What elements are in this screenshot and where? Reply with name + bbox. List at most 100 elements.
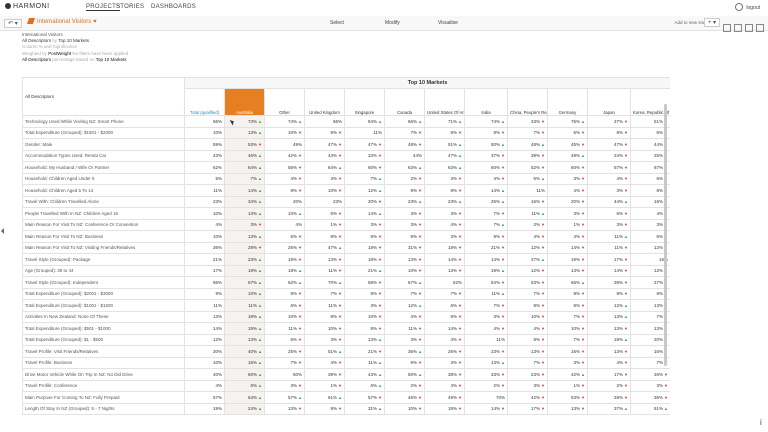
row-label[interactable]: Household: Children Aged 5 To 14	[22, 184, 185, 197]
row-label[interactable]: Total Expenditure (Grouped): $1 - $500	[22, 333, 185, 346]
row-label[interactable]: Household: Children Aged Under 5	[22, 172, 185, 185]
row-label[interactable]: Main Reason For Visit To NZ: Business	[22, 230, 185, 243]
column-header[interactable]: Singapore	[344, 88, 385, 116]
column-header[interactable]: Germany	[547, 88, 588, 116]
column-header[interactable]: Total (qualified)	[184, 88, 225, 116]
row-label[interactable]: Travel Style (Grouped): Package	[22, 253, 185, 266]
table-row[interactable]: People Travelled With In NZ: Children Ag…	[22, 207, 670, 220]
table-row[interactable]: Main Purpose For Coming To NZ: Fully Pre…	[22, 391, 670, 404]
table-row[interactable]: Household: Children Aged Under 5 5% 7%▲ 4%▼…	[22, 172, 670, 185]
table-row[interactable]: Household: My Husband / Wife Or Partner 6…	[22, 161, 670, 174]
table-cell: 60%▼	[344, 161, 385, 174]
table-row[interactable]: Length Of Stay In NZ (Grouped): 5 - 7 Ni…	[22, 402, 670, 415]
harmoni-logo[interactable]: HARMONI	[5, 3, 50, 10]
row-label[interactable]: Gender: Male	[22, 138, 185, 151]
column-header[interactable]: Other	[264, 88, 305, 116]
nav-projects[interactable]: PROJECTS	[86, 4, 121, 11]
table-row[interactable]: Travel With: Children Travelled Alone 23%…	[22, 195, 670, 208]
chart-icon[interactable]	[734, 24, 742, 32]
row-label[interactable]: Household: My Husband / Wife Or Partner	[22, 161, 185, 174]
table-row[interactable]: Technology Used While Visiting NZ: Smart…	[22, 115, 670, 128]
undo-button[interactable]: ↶ ▾	[4, 19, 22, 28]
table-row[interactable]: Travel Profile: Business 10% 16%▲ 7%▼ 4%▼ 11%…	[22, 356, 670, 369]
table-row[interactable]: Age (Grouped): 35 to 44 17% 19%▲ 18%▲ 11%▼ 21…	[22, 264, 670, 277]
table-row[interactable]: Activities In New Zealand: None Of These…	[22, 310, 670, 323]
row-label[interactable]: Drive Motor Vehicle While On Trip In NZ:…	[22, 368, 185, 381]
table-row[interactable]: Total Expenditure (Grouped): $1501 - $20…	[22, 126, 670, 139]
table-row[interactable]: Travel Style (Grouped): Independent 56% 67…	[22, 276, 670, 289]
nav-dashboards[interactable]: DASHBOARDS	[151, 4, 197, 10]
table-row[interactable]: Drive Motor Vehicle While On Trip In NZ:…	[22, 368, 670, 381]
table-cell: 46%▲	[224, 149, 265, 162]
heart-icon[interactable]: ♥	[92, 19, 97, 25]
significance-up-icon: ▲	[298, 118, 302, 124]
cell-value: 17%	[531, 406, 541, 412]
column-header[interactable]: India	[464, 88, 508, 116]
row-label[interactable]: Total Expenditure (Grouped): $501 - $100…	[22, 322, 185, 335]
nav-stories[interactable]: STORIES	[116, 4, 145, 10]
table-cell: 19%▲	[464, 264, 508, 277]
row-label[interactable]: Length Of Stay In NZ (Grouped): 5 - 7 Ni…	[22, 402, 185, 415]
table-row[interactable]: Travel Profile: Conference 4% 6%▲ 3%▼ 1%▼ 6%▲…	[22, 379, 670, 392]
all-descriptors-link[interactable]: All Descriptors	[22, 38, 52, 44]
table-row[interactable]: Travel Profile: Visit Friends/Relatives 3…	[22, 345, 670, 358]
table-row[interactable]: Total Expenditure (Grouped): $501 - $100…	[22, 322, 670, 335]
table-row[interactable]: Accommodation Types Used: Rental Car 43% 4…	[22, 149, 670, 162]
table-row[interactable]: Total Expenditure (Grouped): $1001 - $15…	[22, 299, 670, 312]
row-label[interactable]: Travel With: Children Travelled Alone	[22, 195, 185, 208]
row-label[interactable]: Total Expenditure (Grouped): $2001 - $30…	[22, 287, 185, 300]
row-label[interactable]: Travel Profile: Conference	[22, 379, 185, 392]
table-row[interactable]: Main Reason For Visit To NZ: Conference …	[22, 218, 670, 231]
column-header[interactable]: Australia	[224, 88, 265, 116]
export-icon[interactable]	[745, 24, 753, 32]
row-label[interactable]: Accommodation Types Used: Rental Car	[22, 149, 185, 162]
table-icon[interactable]	[723, 24, 731, 32]
column-header[interactable]: Canada	[384, 88, 425, 116]
help-icon[interactable]: i	[760, 418, 762, 427]
column-header[interactable]: United Kingdom	[304, 88, 345, 116]
row-label[interactable]: Travel Style (Grouped): Independent	[22, 276, 185, 289]
tab-select[interactable]: Select	[330, 20, 344, 26]
row-label[interactable]: Travel Profile: Business	[22, 356, 185, 369]
row-label[interactable]: Main Reason For Visit To NZ: Visiting Fr…	[22, 241, 185, 254]
table-row[interactable]: Main Reason For Visit To NZ: Business 10%…	[22, 230, 670, 243]
vertical-scrollbar[interactable]	[664, 104, 667, 366]
table-cell: 8%▼	[547, 299, 588, 312]
significance-up-icon: ▲	[624, 314, 628, 320]
tab-visualise[interactable]: Visualise	[438, 20, 458, 26]
row-label[interactable]: Main Reason For Visit To NZ: Conference …	[22, 218, 185, 231]
add-to-story-button[interactable]: Add to new story	[674, 20, 708, 25]
significance-down-icon: ▼	[338, 268, 342, 274]
column-header[interactable]: China, People's Republic Of	[507, 88, 548, 116]
tab-modify[interactable]: Modify	[385, 20, 400, 26]
panel-toggle-icon[interactable]	[1, 228, 4, 234]
table-cell: 31%▲	[344, 402, 385, 415]
table-row[interactable]: Gender: Male 59% 53%▼ 49% 47%▼ 47%▼ 48%▼ 51%▲ 50…	[22, 138, 670, 151]
row-label[interactable]: Technology Used While Visiting NZ: Smart…	[22, 115, 185, 128]
column-header[interactable]: United States Of America	[424, 88, 465, 116]
cell-value: 60%	[368, 164, 378, 170]
column-header[interactable]: Japan	[587, 88, 631, 116]
group-header[interactable]: Top 10 Markets	[183, 77, 670, 89]
logout-link[interactable]: logout	[735, 3, 760, 11]
row-label[interactable]: Travel Profile: Visit Friends/Relatives	[22, 345, 185, 358]
row-header[interactable]: All Descriptors	[22, 77, 185, 116]
table-row[interactable]: Total Expenditure (Grouped): $2001 - $30…	[22, 287, 670, 300]
table-row[interactable]: Main Reason For Visit To NZ: Visiting Fr…	[22, 241, 670, 254]
column-header[interactable]: Korea, Republic Of	[629, 88, 670, 116]
table-row[interactable]: Household: Children Aged 5 To 14 11% 14%▲ 8…	[22, 184, 670, 197]
row-label[interactable]: Age (Grouped): 35 to 44	[22, 264, 185, 277]
table-row[interactable]: Travel Style (Grouped): Package 21% 23%▲ 19…	[22, 253, 670, 266]
row-label[interactable]: Main Purpose For Coming To NZ: Fully Pre…	[22, 391, 185, 404]
settings-icon[interactable]	[756, 24, 764, 32]
row-label[interactable]: Total Expenditure (Grouped): $1001 - $15…	[22, 299, 185, 312]
table-row[interactable]: Total Expenditure (Grouped): $1 - $500 12…	[22, 333, 670, 346]
cell-value: 14%	[491, 256, 501, 262]
top-markets-link[interactable]: Top 10 Markets	[58, 38, 89, 44]
row-label[interactable]: People Travelled With In NZ: Children Ag…	[22, 207, 185, 220]
row-label[interactable]: Total Expenditure (Grouped): $1501 - $20…	[22, 126, 185, 139]
row-label[interactable]: Activities In New Zealand: None Of These	[22, 310, 185, 323]
report-title[interactable]: International Visitors ♥	[26, 18, 97, 25]
table-cell: 66%▲	[384, 115, 425, 128]
add-menu-button[interactable]: + ▾	[703, 18, 720, 27]
